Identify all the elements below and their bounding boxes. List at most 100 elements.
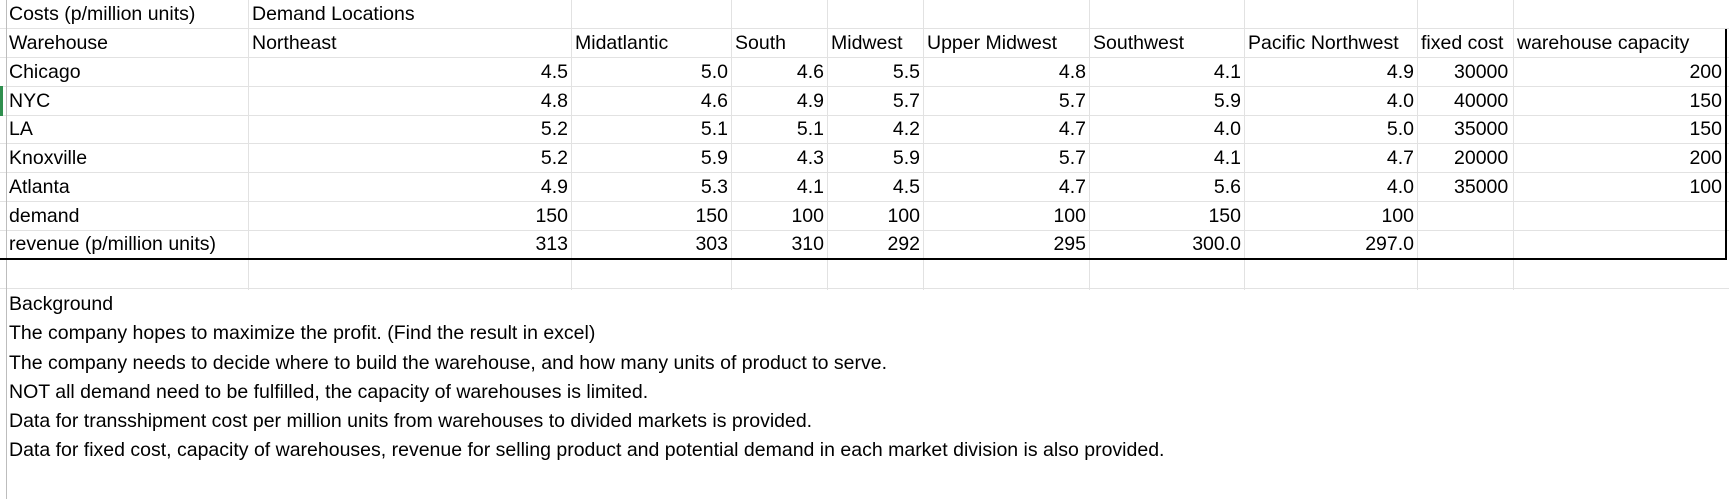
capacity-cell[interactable]: 150 [1689,118,1722,140]
fixed-cost-cell[interactable]: 40000 [1454,90,1509,112]
header-warehouse-capacity[interactable]: warehouse capacity [1517,32,1690,54]
revenue-label-cell[interactable]: revenue (p/million units) [9,233,217,255]
cost-cell[interactable]: 4.0 [1213,118,1241,140]
cost-cell[interactable]: 4.7 [1058,118,1086,140]
header-pacific-northwest[interactable]: Pacific Northwest [1248,32,1399,54]
cost-cell[interactable]: 4.1 [1213,147,1241,169]
demand-label-cell[interactable]: demand [9,205,80,227]
table-border-bottom [0,258,1727,260]
demand-locations-cell[interactable]: Demand Locations [252,3,415,25]
cost-cell[interactable]: 4.6 [796,61,824,83]
cost-cell[interactable]: 5.9 [1213,90,1241,112]
cost-cell[interactable]: 4.5 [892,176,920,198]
cost-cell[interactable]: 5.2 [540,118,568,140]
header-upper-midwest[interactable]: Upper Midwest [927,32,1058,54]
cost-cell[interactable]: 5.9 [892,147,920,169]
cost-cell[interactable]: 5.6 [1213,176,1241,198]
cost-cell[interactable]: 4.6 [700,90,728,112]
sheet-left-edge [6,0,7,499]
cost-cell[interactable]: 4.1 [1213,61,1241,83]
grid-line [0,115,1729,116]
capacity-cell[interactable]: 200 [1689,147,1722,169]
grid-line [1244,0,1245,290]
revenue-cell[interactable]: 292 [887,233,920,255]
cost-cell[interactable]: 5.9 [700,147,728,169]
fixed-cost-cell[interactable]: 20000 [1454,147,1509,169]
grid-line [923,0,924,290]
demand-cell[interactable]: 150 [695,205,728,227]
background-line[interactable]: Data for fixed cost, capacity of warehou… [9,439,1165,462]
header-northeast[interactable]: Northeast [252,32,337,54]
grid-line [0,288,1729,289]
cost-cell[interactable]: 4.0 [1386,176,1414,198]
capacity-cell[interactable]: 150 [1689,90,1722,112]
header-fixed-cost[interactable]: fixed cost [1421,32,1504,54]
header-midatlantic[interactable]: Midatlantic [575,32,669,54]
cost-cell[interactable]: 5.0 [700,61,728,83]
grid-line [0,86,1729,87]
cost-cell[interactable]: 5.7 [1058,90,1086,112]
fixed-cost-cell[interactable]: 30000 [1454,61,1509,83]
cost-cell[interactable]: 4.9 [796,90,824,112]
header-midwest[interactable]: Midwest [831,32,903,54]
fixed-cost-cell[interactable]: 35000 [1454,118,1509,140]
background-line[interactable]: NOT all demand need to be fulfilled, the… [9,380,649,403]
revenue-cell[interactable]: 303 [695,233,728,255]
cost-cell[interactable]: 4.3 [796,147,824,169]
cost-cell[interactable]: 5.1 [796,118,824,140]
revenue-cell[interactable]: 297.0 [1365,233,1414,255]
revenue-cell[interactable]: 310 [791,233,824,255]
costs-label-cell[interactable]: Costs (p/million units) [9,3,196,25]
cost-cell[interactable]: 4.0 [1386,90,1414,112]
cost-cell[interactable]: 4.7 [1386,147,1414,169]
cost-cell[interactable]: 4.9 [1386,61,1414,83]
demand-cell[interactable]: 100 [887,205,920,227]
cost-cell[interactable]: 4.2 [892,118,920,140]
grid-line [1417,0,1418,290]
background-notes: Background The company hopes to maximize… [9,290,1164,466]
warehouse-name-cell[interactable]: LA [9,118,33,140]
revenue-cell[interactable]: 295 [1053,233,1086,255]
cost-cell[interactable]: 4.8 [1058,61,1086,83]
background-line[interactable]: The company needs to decide where to bui… [9,351,888,374]
background-title[interactable]: Background [9,293,114,315]
capacity-cell[interactable]: 200 [1689,61,1722,83]
demand-cell[interactable]: 100 [1053,205,1086,227]
grid-line [0,57,1729,58]
fixed-cost-cell[interactable]: 35000 [1454,176,1509,198]
cost-cell[interactable]: 5.5 [892,61,920,83]
background-line[interactable]: Data for transshipment cost per million … [9,410,813,433]
capacity-cell[interactable]: 100 [1689,176,1722,198]
cost-cell[interactable]: 4.8 [540,90,568,112]
cost-cell[interactable]: 5.3 [700,176,728,198]
demand-cell[interactable]: 100 [791,205,824,227]
cost-cell[interactable]: 5.1 [700,118,728,140]
demand-cell[interactable]: 150 [1208,205,1241,227]
cost-cell[interactable]: 4.5 [540,61,568,83]
revenue-cell[interactable]: 300.0 [1192,233,1241,255]
grid-line [1513,0,1514,290]
cost-cell[interactable]: 4.7 [1058,176,1086,198]
warehouse-name-cell[interactable]: Chicago [9,61,81,83]
cost-cell[interactable]: 5.7 [1058,147,1086,169]
cost-cell[interactable]: 5.0 [1386,118,1414,140]
warehouse-name-cell[interactable]: NYC [9,90,51,112]
header-south[interactable]: South [735,32,786,54]
background-line[interactable]: The company hopes to maximize the profit… [9,322,596,345]
demand-cell[interactable]: 150 [535,205,568,227]
header-warehouse[interactable]: Warehouse [9,32,108,54]
demand-cell[interactable]: 100 [1381,205,1414,227]
cost-cell[interactable]: 4.9 [540,176,568,198]
grid-line [571,0,572,290]
header-southwest[interactable]: Southwest [1093,32,1185,54]
warehouse-name-cell[interactable]: Knoxville [9,147,88,169]
warehouse-name-cell[interactable]: Atlanta [9,176,70,198]
table-border-right [1725,29,1727,259]
grid-line [1089,0,1090,290]
cost-cell[interactable]: 5.7 [892,90,920,112]
grid-line [0,28,1729,29]
revenue-cell[interactable]: 313 [535,233,568,255]
cost-cell[interactable]: 5.2 [540,147,568,169]
cost-cell[interactable]: 4.1 [796,176,824,198]
